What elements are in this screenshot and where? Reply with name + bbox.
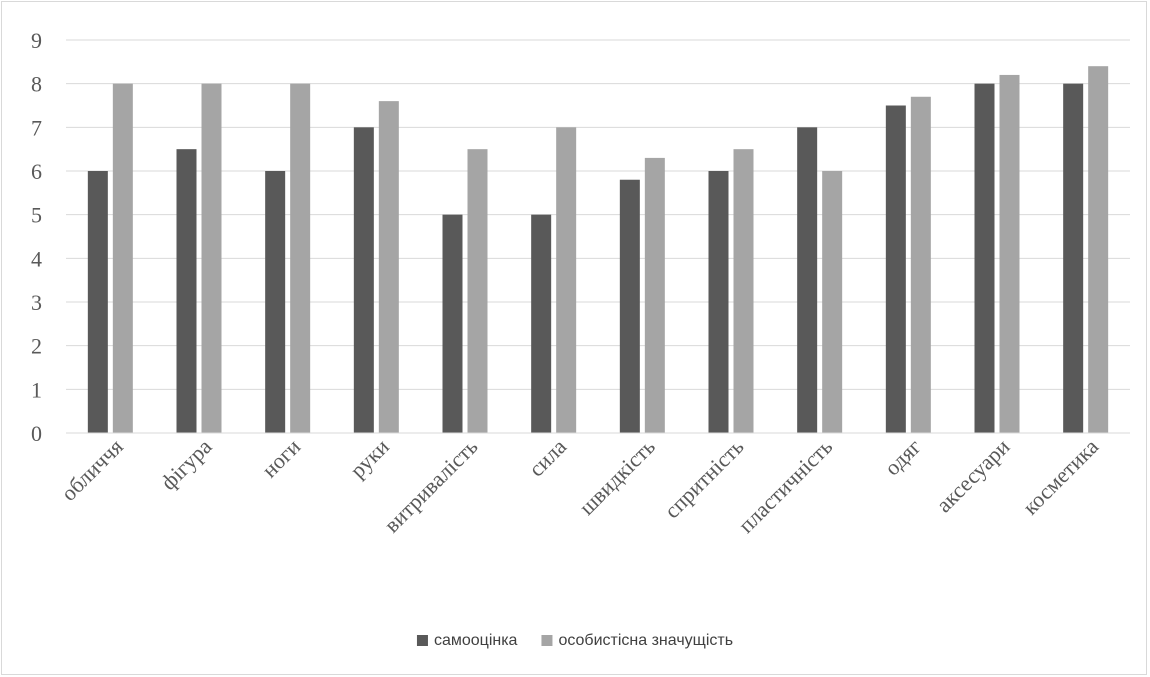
- bar-series2: [201, 83, 222, 434]
- x-category-label: руки: [345, 434, 394, 483]
- x-category-label: обличчя: [56, 434, 128, 506]
- bar-series2: [733, 149, 754, 433]
- bar-series1: [797, 127, 818, 433]
- y-tick-label: 3: [31, 290, 42, 315]
- x-category-label: косметика: [1018, 434, 1104, 520]
- y-axis-ticks: 0 1 2 3 4 5 6 7 8 9: [31, 28, 42, 446]
- bar-series2: [556, 127, 577, 433]
- bar-series1: [442, 214, 463, 433]
- legend-swatch: [541, 635, 553, 646]
- bar-series1: [531, 214, 552, 433]
- x-category-label: пластичність: [733, 434, 837, 538]
- legend: самооцінка особистісна значущість: [416, 632, 733, 649]
- bar-series2: [822, 171, 843, 433]
- y-tick-label: 4: [31, 246, 42, 271]
- legend-label: особистісна значущість: [558, 632, 733, 649]
- y-tick-label: 0: [31, 421, 42, 446]
- x-category-label: фігура: [156, 434, 217, 495]
- bar-series1: [1063, 83, 1084, 434]
- bar-series1: [885, 105, 906, 433]
- bar-series2: [378, 101, 399, 433]
- bar-series2: [112, 83, 133, 434]
- y-tick-label: 1: [31, 377, 42, 402]
- bar-series1: [619, 179, 640, 433]
- bar-series1: [974, 83, 995, 434]
- bar-series1: [708, 171, 729, 433]
- x-category-label: витривалість: [379, 434, 483, 538]
- legend-label: самооцінка: [434, 632, 518, 649]
- bar-series2: [999, 74, 1020, 433]
- bar-series2: [467, 149, 488, 433]
- bar-series2: [910, 96, 931, 434]
- bar-series2: [290, 83, 311, 434]
- bar-series2: [644, 157, 665, 433]
- y-tick-label: 6: [31, 159, 42, 184]
- x-category-label: ноги: [257, 434, 306, 483]
- y-tick-label: 8: [31, 72, 42, 97]
- y-tick-label: 7: [31, 115, 42, 140]
- y-tick-label: 9: [31, 28, 42, 53]
- x-category-label: швидкість: [574, 434, 660, 520]
- bar-series1: [353, 127, 374, 433]
- bar-series2: [1088, 66, 1109, 433]
- legend-swatch: [416, 635, 428, 646]
- y-tick-label: 5: [31, 203, 42, 228]
- bar-series1: [87, 171, 108, 433]
- x-category-label: сила: [524, 434, 572, 482]
- y-tick-label: 2: [31, 334, 42, 359]
- x-category-label: одяг: [879, 434, 925, 480]
- bar-series1: [176, 149, 197, 433]
- x-category-label: аксесуари: [931, 434, 1015, 518]
- bar-series1: [265, 171, 286, 433]
- gridlines: [66, 39, 1130, 390]
- bars: [87, 66, 1109, 434]
- x-category-label: спритність: [659, 434, 748, 523]
